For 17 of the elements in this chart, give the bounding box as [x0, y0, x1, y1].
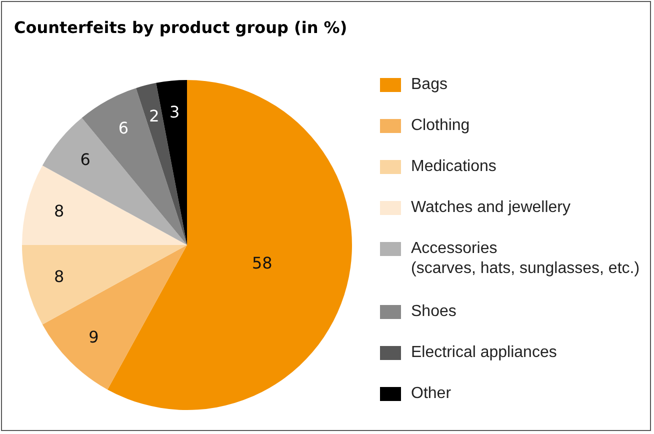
- data-label: 6: [118, 118, 128, 138]
- legend-label: Clothing: [411, 116, 470, 136]
- legend-label: Shoes: [411, 302, 456, 322]
- data-label: 58: [252, 253, 272, 272]
- legend-label: Accessories (scarves, hats, sunglasses, etc.): [411, 239, 640, 279]
- data-label: 6: [80, 150, 90, 170]
- data-label: 3: [169, 102, 180, 122]
- legend-label: Medications: [411, 157, 496, 177]
- data-label: 8: [54, 266, 64, 286]
- legend-label: Bags: [411, 75, 448, 95]
- legend-label: Watches and jewellery: [411, 198, 570, 218]
- legend-label: Other: [411, 384, 452, 404]
- data-label: 9: [88, 327, 99, 346]
- data-label: 2: [149, 106, 160, 126]
- data-label: 8: [54, 201, 64, 220]
- chart-title: Counterfeits by product group (in %): [14, 18, 348, 37]
- legend-label: Electrical appliances: [411, 343, 557, 363]
